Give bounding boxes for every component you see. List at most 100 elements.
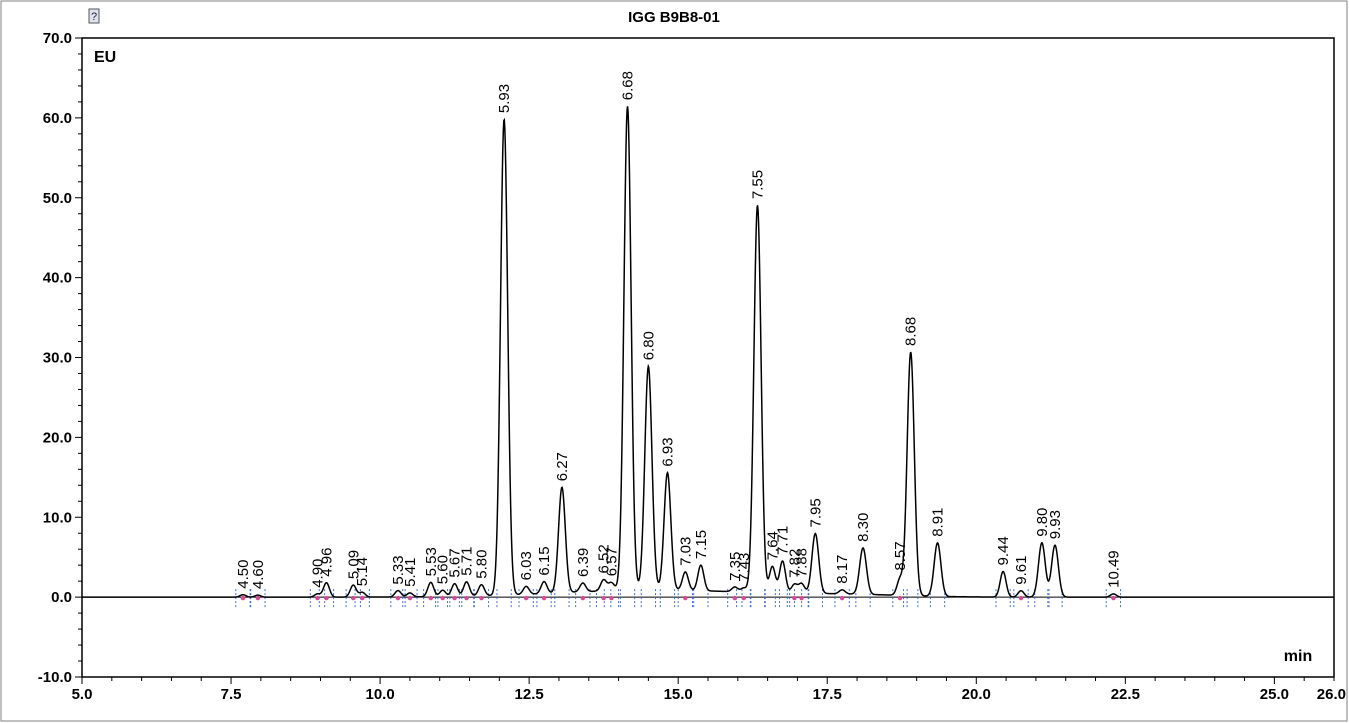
x-tick-label: 25.0 (1260, 686, 1289, 703)
baseline-marker (464, 595, 469, 601)
baseline-marker (1111, 595, 1116, 601)
peak-label: 6.15 (536, 546, 553, 575)
peak-label: 4.90 (310, 559, 327, 588)
peak-label: 5.53 (423, 547, 440, 576)
y-tick-label: 30.0 (43, 350, 72, 367)
baseline-marker (741, 595, 746, 601)
peak-label: 6.93 (660, 437, 677, 466)
baseline-marker (732, 595, 738, 601)
peak-label: 5.67 (447, 548, 464, 577)
baseline-marker (897, 595, 903, 601)
peak-label: 7.64 (764, 531, 781, 560)
x-tick-label: 17.5 (813, 686, 842, 703)
peak-label: 5.14 (354, 557, 371, 586)
peak-label: 5.71 (459, 547, 476, 576)
baseline-marker (609, 595, 614, 601)
peak-label: 5.60 (435, 555, 452, 584)
peak-label: 7.88 (794, 548, 811, 577)
peak-label: 5.93 (496, 84, 513, 113)
y-axis-unit-label: EU (94, 49, 116, 66)
x-tick-label: 10.0 (365, 686, 394, 703)
peak-labels: 4.504.60 4.904.96 5.095.14 5.335.41 5.535.60… (235, 71, 1122, 589)
baseline-marker (541, 595, 547, 601)
baseline-markers (240, 595, 1116, 601)
x-axis-unit-label: min (1284, 648, 1312, 665)
peak-label: 8.57 (892, 541, 909, 570)
y-tick-label: 10.0 (43, 509, 72, 526)
peak-label: 8.68 (903, 317, 920, 346)
peak-label: 6.27 (554, 452, 571, 481)
baseline-marker (799, 595, 804, 601)
peak-label: 8.30 (855, 513, 872, 542)
baseline-marker (839, 595, 845, 601)
peak-label: 9.61 (1013, 555, 1030, 584)
baseline-marker (1018, 595, 1024, 601)
peak-label: 7.82 (786, 549, 803, 578)
baseline-marker (324, 595, 329, 601)
baseline-marker (351, 595, 356, 601)
peak-label: 9.93 (1047, 510, 1064, 539)
baseline-marker (792, 595, 797, 601)
peak-label: 7.55 (750, 170, 767, 199)
svg-text:?: ? (91, 11, 97, 23)
baseline-marker (601, 595, 606, 601)
peak-label: 6.39 (575, 548, 592, 577)
peak-label: 7.15 (693, 530, 710, 559)
peak-label: 5.33 (390, 555, 407, 584)
y-tick-label: 20.0 (43, 429, 72, 446)
x-tick-label: 15.0 (664, 686, 693, 703)
peak-label: 7.71 (775, 526, 792, 555)
peak-label: 7.43 (736, 553, 753, 582)
baseline-marker (360, 595, 365, 601)
x-tick-label: 26.0 (1317, 686, 1346, 703)
peak-label: 4.50 (235, 559, 252, 588)
x-tick-label: 22.5 (1111, 686, 1140, 703)
chart-title: IGG B9B8-01 (628, 9, 720, 26)
y-axis: -10.0 0.0 10.0 20.0 30.0 40.0 50.0 60.0 70.0 (38, 30, 82, 686)
y-tick-label: 60.0 (43, 110, 72, 127)
baseline-marker (428, 595, 433, 601)
peak-label: 9.44 (995, 536, 1012, 565)
peak-label: 7.95 (807, 498, 824, 527)
peak-label: 5.80 (473, 549, 490, 578)
baseline-marker (255, 595, 261, 601)
baseline-marker (479, 595, 484, 601)
baseline-marker (315, 595, 320, 601)
peak-label: 6.68 (620, 71, 637, 100)
baseline-marker (683, 595, 688, 601)
y-tick-label: 0.0 (51, 589, 72, 606)
peak-label: 4.60 (250, 560, 267, 589)
peak-label: 7.03 (677, 537, 694, 566)
baseline-marker (580, 595, 585, 601)
y-tick-label: 40.0 (43, 270, 72, 287)
peak-label: 7.35 (727, 552, 744, 581)
y-tick-label: -10.0 (38, 669, 72, 686)
x-tick-label: 20.0 (962, 686, 991, 703)
baseline-marker (395, 595, 401, 601)
peak-label: 8.17 (834, 555, 851, 584)
baseline-marker (523, 595, 529, 601)
x-tick-label: 7.5 (221, 686, 242, 703)
peak-label: 8.91 (930, 508, 947, 537)
peak-label: 6.80 (640, 331, 657, 360)
peak-label: 5.09 (345, 550, 362, 579)
y-tick-label: 50.0 (43, 190, 72, 207)
x-tick-label: 12.5 (515, 686, 544, 703)
peak-label: 9.80 (1034, 508, 1051, 537)
baseline-marker (240, 595, 246, 601)
help-icon[interactable]: ? (88, 8, 100, 24)
peak-label: 6.57 (603, 547, 620, 576)
x-axis: 5.0 7.5 10.0 12.5 15.0 17.5 20.0 22.5 25.0 26.0 (72, 677, 1346, 703)
peak-label: 6.03 (518, 551, 535, 580)
y-tick-label: 70.0 (43, 30, 72, 47)
baseline-marker (452, 595, 457, 601)
peak-label: 5.41 (402, 558, 419, 587)
peak-label: 10.49 (1105, 550, 1122, 588)
chromatogram-trace (82, 106, 1334, 598)
peak-label: 4.96 (318, 547, 335, 576)
peak-label: 6.52 (596, 544, 613, 573)
baseline-marker (407, 595, 413, 601)
x-tick-label: 5.0 (72, 686, 93, 703)
